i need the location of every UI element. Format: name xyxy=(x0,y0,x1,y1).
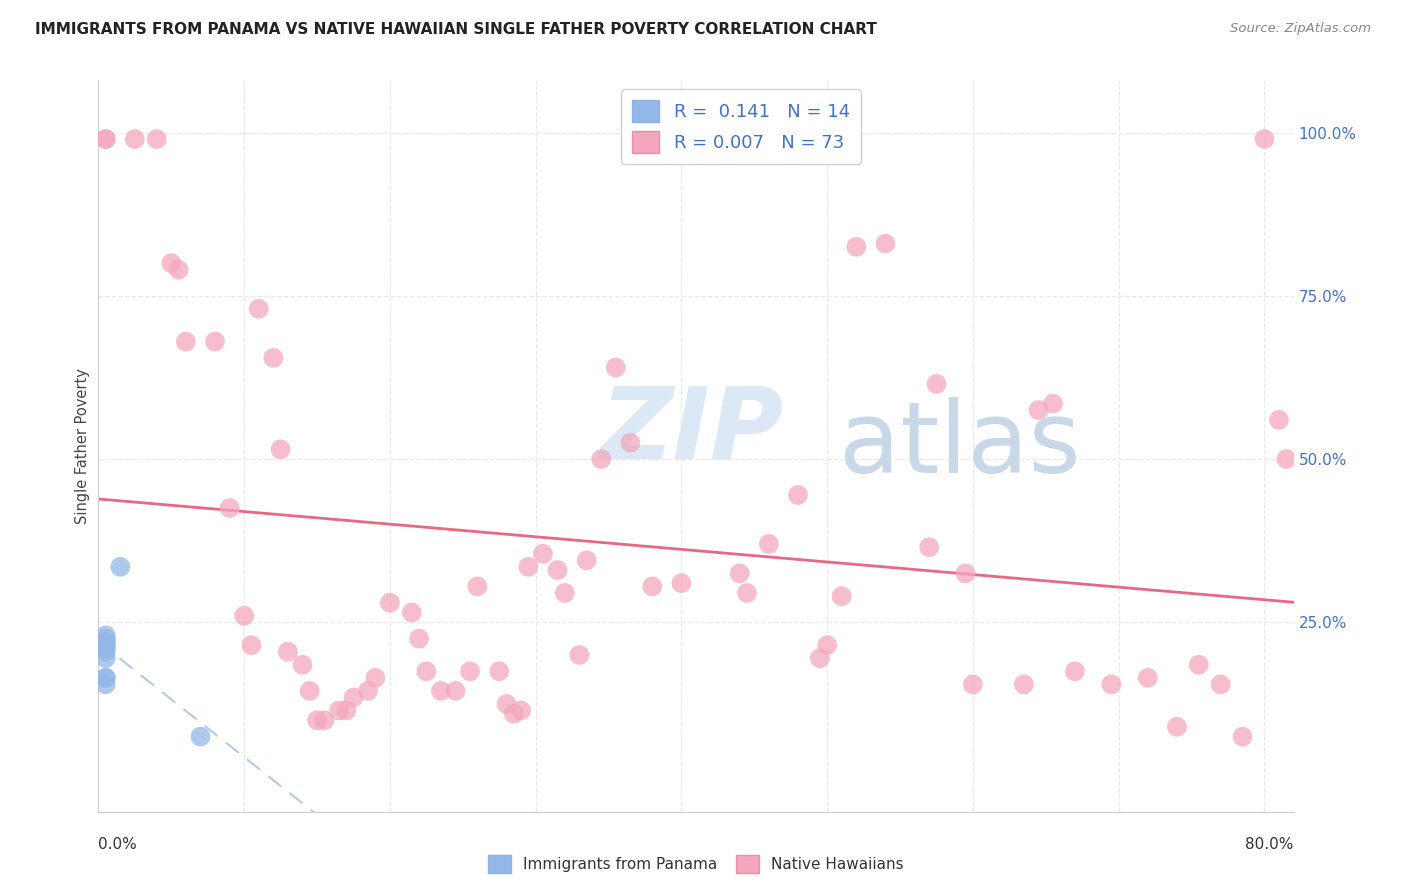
Point xyxy=(305,714,328,728)
Point xyxy=(1275,452,1298,467)
Y-axis label: Single Father Poverty: Single Father Poverty xyxy=(75,368,90,524)
Point xyxy=(277,645,299,659)
Point xyxy=(94,635,117,649)
Point xyxy=(1136,671,1159,685)
Point xyxy=(415,665,437,679)
Point xyxy=(94,645,117,659)
Point xyxy=(160,256,183,270)
Point xyxy=(591,452,613,467)
Point xyxy=(357,684,380,698)
Point xyxy=(335,704,357,718)
Point xyxy=(1042,396,1064,410)
Point xyxy=(94,651,117,665)
Point xyxy=(458,665,481,679)
Point xyxy=(488,665,510,679)
Point xyxy=(531,547,554,561)
Point xyxy=(808,651,831,665)
Point xyxy=(247,301,270,316)
Point xyxy=(94,638,117,652)
Point xyxy=(94,641,117,656)
Point xyxy=(735,586,758,600)
Point xyxy=(1232,730,1254,744)
Point xyxy=(94,638,117,652)
Point xyxy=(94,132,117,146)
Point xyxy=(240,638,263,652)
Legend: Immigrants from Panama, Native Hawaiians: Immigrants from Panama, Native Hawaiians xyxy=(482,848,910,880)
Point xyxy=(94,132,117,146)
Point xyxy=(1253,132,1275,146)
Point xyxy=(1188,657,1211,672)
Point xyxy=(554,586,576,600)
Point xyxy=(342,690,364,705)
Point xyxy=(1028,403,1050,417)
Point xyxy=(568,648,591,662)
Text: atlas: atlas xyxy=(839,398,1081,494)
Text: ZIP: ZIP xyxy=(600,383,783,480)
Point xyxy=(1064,665,1087,679)
Point xyxy=(619,435,641,450)
Point xyxy=(962,677,984,691)
Point xyxy=(925,376,948,391)
Text: IMMIGRANTS FROM PANAMA VS NATIVE HAWAIIAN SINGLE FATHER POVERTY CORRELATION CHAR: IMMIGRANTS FROM PANAMA VS NATIVE HAWAIIA… xyxy=(35,22,877,37)
Point xyxy=(787,488,810,502)
Point xyxy=(270,442,292,457)
Point xyxy=(262,351,284,365)
Point xyxy=(328,704,350,718)
Point xyxy=(918,540,941,554)
Point xyxy=(510,704,533,718)
Point xyxy=(94,671,117,685)
Point xyxy=(291,657,314,672)
Point xyxy=(94,677,117,691)
Point xyxy=(1012,677,1035,691)
Point xyxy=(831,589,853,603)
Point xyxy=(233,608,256,623)
Point xyxy=(408,632,430,646)
Point xyxy=(204,334,226,349)
Point xyxy=(124,132,146,146)
Point xyxy=(728,566,751,581)
Point xyxy=(605,360,627,375)
Point xyxy=(190,730,212,744)
Point xyxy=(815,638,838,652)
Point xyxy=(467,579,489,593)
Point xyxy=(575,553,598,567)
Point xyxy=(1209,677,1232,691)
Point xyxy=(110,559,132,574)
Text: Source: ZipAtlas.com: Source: ZipAtlas.com xyxy=(1230,22,1371,36)
Point xyxy=(1268,413,1291,427)
Point xyxy=(298,684,321,698)
Point xyxy=(378,596,401,610)
Text: 80.0%: 80.0% xyxy=(1246,838,1294,853)
Point xyxy=(517,559,540,574)
Point xyxy=(174,334,197,349)
Point xyxy=(641,579,664,593)
Text: 0.0%: 0.0% xyxy=(98,838,138,853)
Point xyxy=(430,684,453,698)
Point xyxy=(955,566,977,581)
Point xyxy=(94,632,117,646)
Point xyxy=(364,671,387,685)
Point xyxy=(218,501,240,516)
Point xyxy=(401,606,423,620)
Point xyxy=(145,132,167,146)
Point xyxy=(94,628,117,642)
Point xyxy=(444,684,467,698)
Point xyxy=(845,240,868,254)
Point xyxy=(94,671,117,685)
Point xyxy=(94,635,117,649)
Point xyxy=(547,563,569,577)
Point xyxy=(502,706,524,721)
Point xyxy=(314,714,336,728)
Point xyxy=(1099,677,1122,691)
Point xyxy=(1166,720,1188,734)
Point xyxy=(671,576,693,591)
Point xyxy=(758,537,780,551)
Point xyxy=(167,262,190,277)
Point xyxy=(495,697,517,711)
Point xyxy=(875,236,897,251)
